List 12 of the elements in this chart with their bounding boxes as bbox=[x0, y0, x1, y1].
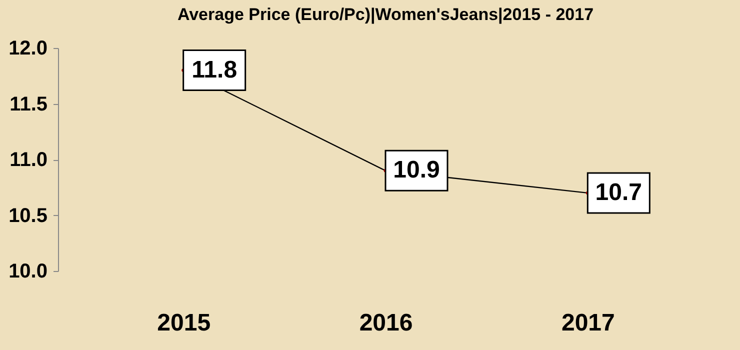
y-tick-label: 11.0 bbox=[10, 149, 48, 171]
y-tick-label: 11.5 bbox=[10, 93, 48, 116]
data-label: 10.9 bbox=[393, 156, 440, 184]
y-tick-label: 10.5 bbox=[8, 204, 48, 227]
chart-title: Average Price (Euro/Pc)|Women'sJeans|2015 - 2017 bbox=[177, 5, 594, 24]
x-tick-label: 2015 bbox=[157, 310, 211, 336]
y-tick-label: 12.0 bbox=[8, 38, 48, 60]
y-tick-label: 10.0 bbox=[8, 260, 48, 282]
data-label: 11.8 bbox=[192, 56, 238, 84]
x-tick-label: 2016 bbox=[359, 310, 413, 336]
data-label: 10.7 bbox=[595, 178, 642, 206]
x-tick-label: 2017 bbox=[561, 310, 615, 336]
